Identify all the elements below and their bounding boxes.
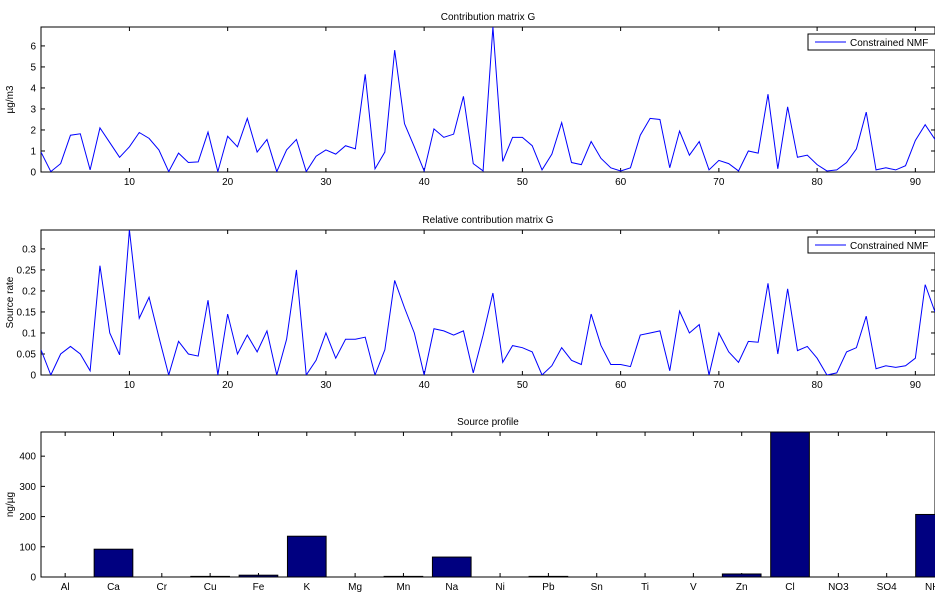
y-tick-label: 300 [19,482,36,493]
y-tick-label: 0 [30,371,36,382]
x-tick-label: NH4 [925,582,935,593]
x-tick-label: K [303,582,310,593]
y-tick-label: 1 [30,146,36,157]
bar-Na [432,557,471,577]
bar-K [287,536,326,577]
x-tick-label: 90 [910,177,922,188]
x-tick-label: Sn [591,582,603,593]
x-tick-label: Zn [736,582,748,593]
y-tick-label: 0 [30,573,36,584]
x-tick-label: Cl [785,582,794,593]
bar-Pb [529,576,568,577]
y-tick-label: 0 [30,168,36,179]
x-tick-label: 30 [320,177,332,188]
bar-Cu [191,576,230,577]
x-tick-label: Pb [542,582,555,593]
x-tick-label: Fe [253,582,265,593]
y-tick-label: 0.2 [22,286,36,297]
y-tick-label: 0.25 [17,265,37,276]
bar-Cl [771,432,810,577]
y-tick-label: 0.15 [17,307,37,318]
y-tick-label: 400 [19,452,36,463]
x-tick-label: 30 [320,380,332,391]
bar-Ca [94,549,133,577]
y-axis-label: ng/µg [5,492,16,517]
x-tick-label: V [690,582,697,593]
x-tick-label: 20 [222,177,234,188]
x-tick-label: Cr [157,582,168,593]
x-tick-label: NO3 [828,582,849,593]
y-tick-label: 5 [30,62,36,73]
x-tick-label: Mn [396,582,410,593]
x-tick-label: 50 [517,177,529,188]
x-tick-label: 80 [812,177,824,188]
x-tick-label: Mg [348,582,362,593]
x-tick-label: Cu [204,582,217,593]
y-axis-label: µg/m3 [5,85,16,113]
y-tick-label: 0.05 [17,349,37,360]
legend-entry: Constrained NMF [850,38,928,49]
x-tick-label: Ni [495,582,504,593]
x-tick-label: 60 [615,177,627,188]
x-tick-label: 80 [812,380,824,391]
x-tick-label: 40 [419,177,431,188]
x-tick-label: 70 [713,380,725,391]
y-tick-label: 200 [19,512,36,523]
legend-entry: Constrained NMF [850,241,928,252]
x-tick-label: 10 [124,380,136,391]
bar-Fe [239,575,278,577]
chart-title: Contribution matrix G [441,12,536,23]
x-tick-label: 60 [615,380,627,391]
bar-NH4 [916,514,935,577]
y-tick-label: 3 [30,104,36,115]
y-tick-label: 0.1 [22,328,36,339]
x-tick-label: Ti [641,582,649,593]
x-tick-label: Al [61,582,70,593]
y-tick-label: 2 [30,125,36,136]
chart-title: Source profile [457,417,519,428]
bar-Mn [384,576,423,577]
series-line [41,230,935,375]
y-axis-label: Source rate [5,276,16,328]
x-tick-label: 10 [124,177,136,188]
x-tick-label: Na [445,582,458,593]
x-tick-label: 50 [517,380,529,391]
x-tick-label: 40 [419,380,431,391]
x-tick-label: SO4 [877,582,897,593]
x-tick-label: 70 [713,177,725,188]
bar-Zn [722,574,761,577]
y-tick-label: 0.3 [22,244,36,255]
x-tick-label: 20 [222,380,234,391]
x-tick-label: 90 [910,380,922,391]
y-tick-label: 4 [30,83,36,94]
series-line [41,27,935,172]
chart-title: Relative contribution matrix G [422,215,553,226]
y-tick-label: 100 [19,542,36,553]
y-tick-label: 6 [30,41,36,52]
x-tick-label: Ca [107,582,120,593]
